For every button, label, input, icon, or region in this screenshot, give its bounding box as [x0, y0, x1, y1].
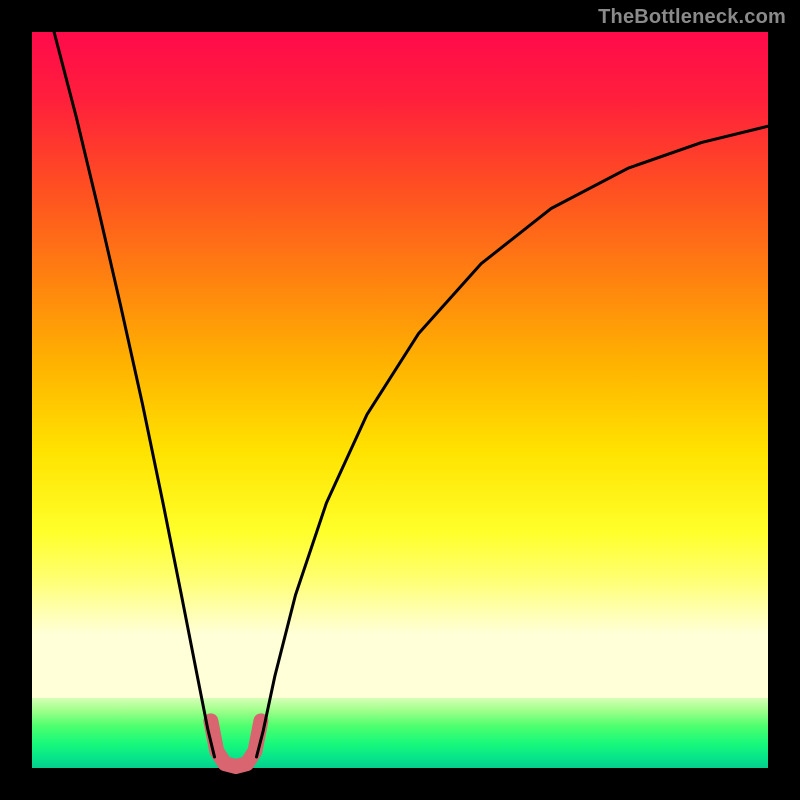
attribution-text: TheBottleneck.com [598, 6, 786, 29]
v-curve-left [54, 32, 214, 757]
trough-marker [211, 721, 261, 767]
v-curve-right [256, 126, 768, 757]
plot-area [32, 32, 768, 768]
curve-layer [32, 32, 768, 768]
stage: TheBottleneck.com [0, 0, 800, 800]
